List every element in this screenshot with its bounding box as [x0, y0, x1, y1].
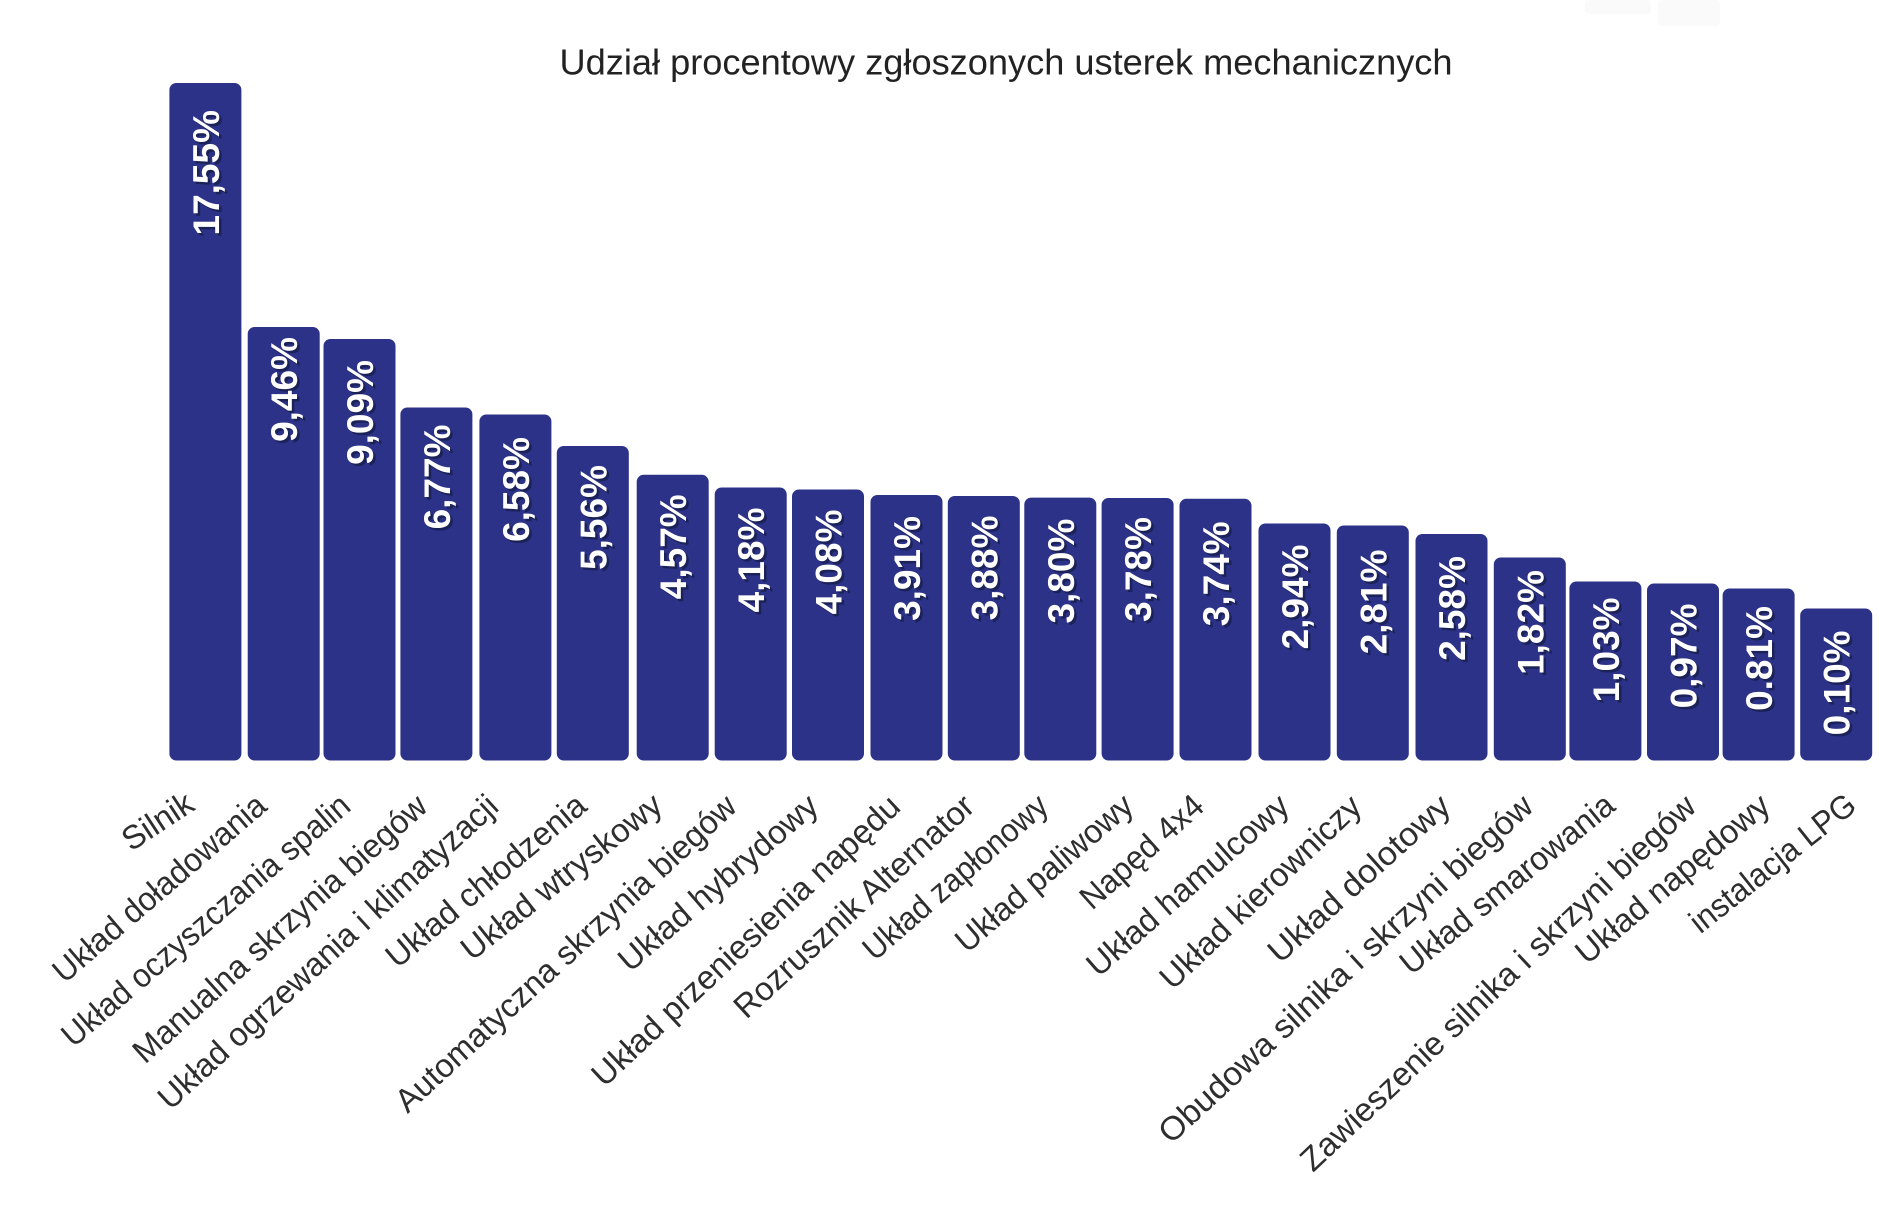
svg-text:0,10%: 0,10%: [1817, 630, 1858, 735]
svg-text:3,74%: 3,74%: [1196, 521, 1237, 626]
svg-text:4,57%: 4,57%: [656, 497, 697, 602]
svg-text:Udział procentowy zgłoszonych: Udział procentowy zgłoszonych usterek me…: [559, 42, 1452, 83]
svg-text:2,58%: 2,58%: [1435, 559, 1476, 664]
svg-text:1,82%: 1,82%: [1510, 570, 1551, 675]
svg-text:6,77%: 6,77%: [417, 425, 458, 530]
svg-text:3,78%: 3,78%: [1121, 520, 1162, 625]
svg-text:5,56%: 5,56%: [576, 468, 617, 573]
svg-text:2,94%: 2,94%: [1275, 545, 1316, 650]
svg-text:5,56%: 5,56%: [573, 465, 614, 570]
svg-text:6,58%: 6,58%: [496, 437, 537, 542]
svg-text:0,10%: 0,10%: [1819, 633, 1860, 738]
svg-text:2,81%: 2,81%: [1353, 550, 1394, 655]
svg-text:17,55%: 17,55%: [188, 113, 229, 239]
svg-text:3,74%: 3,74%: [1199, 524, 1240, 629]
svg-text:2,58%: 2,58%: [1432, 556, 1473, 661]
svg-text:3,80%: 3,80%: [1041, 519, 1082, 624]
svg-text:4,57%: 4,57%: [653, 494, 694, 599]
svg-text:0.81%: 0.81%: [1742, 609, 1783, 714]
svg-text:6,58%: 6,58%: [498, 440, 539, 545]
svg-text:4,18%: 4,18%: [731, 508, 772, 613]
svg-text:3,80%: 3,80%: [1043, 521, 1084, 626]
svg-text:4,08%: 4,08%: [811, 512, 852, 617]
svg-text:6,77%: 6,77%: [419, 427, 460, 532]
svg-text:2,81%: 2,81%: [1356, 552, 1397, 657]
svg-text:0,97%: 0,97%: [1666, 606, 1707, 711]
svg-text:17,55%: 17,55%: [186, 110, 227, 236]
svg-text:0.81%: 0.81%: [1739, 606, 1780, 711]
svg-text:2,94%: 2,94%: [1278, 547, 1319, 652]
svg-text:3,88%: 3,88%: [967, 518, 1008, 623]
svg-text:9,46%: 9,46%: [267, 340, 308, 445]
svg-text:3,91%: 3,91%: [890, 519, 931, 624]
svg-text:3,91%: 3,91%: [887, 516, 928, 621]
svg-text:4,08%: 4,08%: [809, 510, 850, 615]
svg-text:0,97%: 0,97%: [1664, 604, 1705, 709]
svg-text:1,03%: 1,03%: [1588, 600, 1629, 705]
svg-text:1,82%: 1,82%: [1513, 573, 1554, 678]
svg-text:4,18%: 4,18%: [734, 510, 775, 615]
svg-text:3,88%: 3,88%: [964, 516, 1005, 621]
svg-text:1,03%: 1,03%: [1586, 597, 1627, 702]
svg-text:9,09%: 9,09%: [340, 360, 381, 465]
svg-text:9,09%: 9,09%: [343, 363, 384, 468]
svg-text:9,46%: 9,46%: [264, 337, 305, 442]
svg-text:3,78%: 3,78%: [1118, 517, 1159, 622]
